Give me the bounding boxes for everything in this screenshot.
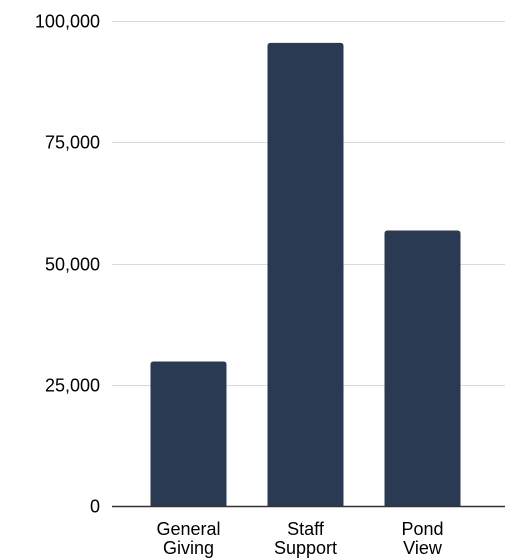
- y-tick-label: 100,000: [35, 12, 100, 32]
- x-category-label: Pond View: [401, 519, 443, 558]
- x-category-label: General Giving: [156, 519, 220, 558]
- y-axis-tick-labels: 0 25,000 50,000 75,000 100,000: [35, 12, 100, 517]
- bar: [384, 230, 461, 506]
- x-category-label: Staff Support: [274, 519, 337, 558]
- bar: [150, 361, 227, 506]
- x-axis-category-labels: General Giving Staff Support Pond View: [156, 519, 443, 558]
- bar: [267, 42, 344, 506]
- y-tick-label: 0: [90, 497, 100, 517]
- y-tick-label: 25,000: [45, 376, 100, 396]
- y-tick-label: 50,000: [45, 255, 100, 275]
- y-tick-label: 75,000: [45, 133, 100, 153]
- bars: [150, 42, 461, 506]
